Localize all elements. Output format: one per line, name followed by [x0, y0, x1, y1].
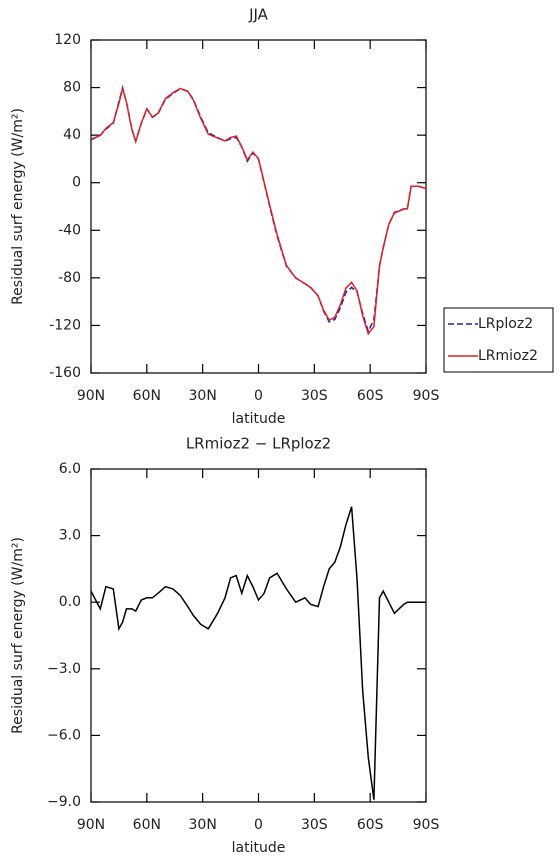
line-series: [90, 506, 426, 800]
y-tick-label: -160: [49, 365, 81, 381]
x-tick-label: 30N: [189, 817, 217, 833]
plot-frame: [90, 468, 427, 803]
line-series: [90, 85, 427, 336]
y-tick-label: −3.0: [47, 661, 81, 677]
y-tick-label: 40: [63, 127, 81, 143]
y-tick-label: 120: [54, 32, 81, 48]
x-tick-label: 60S: [357, 817, 384, 833]
y-tick-label: -80: [58, 270, 81, 286]
x-tick-label: 90N: [77, 388, 105, 404]
y-tick-label: −6.0: [47, 727, 81, 743]
legend-label: LRploz2: [478, 316, 533, 332]
chart-title: LRmioz2 − LRploz2: [186, 435, 331, 453]
y-tick-label: 3.0: [59, 528, 81, 544]
x-tick-label: 60S: [357, 388, 384, 404]
x-tick-label: 0: [254, 388, 263, 404]
x-tick-label: 60N: [133, 388, 161, 404]
x-tick-label: 90N: [77, 817, 105, 833]
chart-title: JJA: [248, 6, 269, 24]
y-tick-label: 0: [72, 175, 81, 191]
x-tick-label: 0: [254, 817, 263, 833]
x-tick-label: 30N: [189, 388, 217, 404]
x-tick-label: 90S: [413, 388, 440, 404]
legend-label: LRmioz2: [478, 348, 538, 364]
legend-box: [443, 307, 554, 373]
y-axis-label: Residual surf energy (W/m²): [10, 537, 26, 734]
plot-frame: [90, 39, 427, 374]
y-tick-label: 0.0: [59, 594, 81, 610]
x-tick-label: 30S: [301, 817, 328, 833]
x-axis-label: latitude: [232, 411, 286, 427]
y-tick-label: 80: [63, 80, 81, 96]
y-tick-label: -40: [58, 222, 81, 238]
y-axis-label: Residual surf energy (W/m²): [10, 108, 26, 305]
x-tick-label: 30S: [301, 388, 328, 404]
y-tick-label: −9.0: [47, 794, 81, 810]
y-tick-label: 6.0: [59, 461, 81, 477]
x-tick-label: 90S: [413, 817, 440, 833]
y-tick-label: -120: [49, 317, 81, 333]
x-axis-label: latitude: [232, 840, 286, 856]
x-tick-label: 60N: [133, 817, 161, 833]
